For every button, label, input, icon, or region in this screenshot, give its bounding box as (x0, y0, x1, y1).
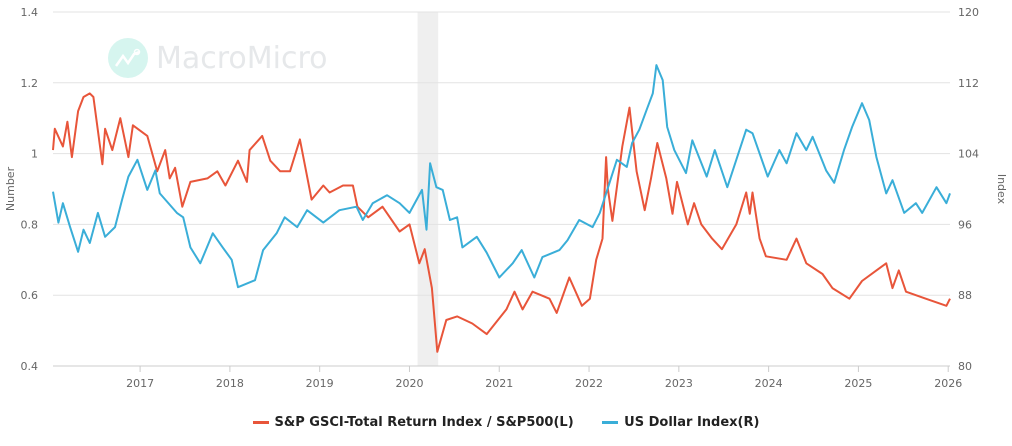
y-right-tick-label: 96 (958, 218, 972, 231)
legend-swatch-blue (602, 421, 619, 424)
x-tick-label: 2026 (934, 377, 962, 390)
y-left-tick-label: 0.8 (21, 218, 39, 231)
logo-chart-icon (108, 38, 148, 78)
y-left-tick-label: 1.4 (21, 6, 39, 19)
y-left-tick-label: 0.6 (21, 289, 39, 302)
x-tick-label: 2021 (485, 377, 513, 390)
legend-swatch-red (252, 421, 269, 424)
y-right-tick-label: 112 (958, 77, 979, 90)
x-tick-label: 2025 (844, 377, 872, 390)
y-right-tick-label: 80 (958, 360, 972, 373)
y-left-axis-title: Number (4, 166, 17, 211)
y-left-tick-label: 1 (31, 148, 38, 161)
macromicro-logo: MacroMicro (108, 38, 328, 78)
legend-item-gsci-sp500[interactable]: S&P GSCI-Total Return Index / S&P500(L) (252, 415, 574, 430)
legend-item-usd-index[interactable]: US Dollar Index(R) (602, 415, 759, 430)
legend-label: S&P GSCI-Total Return Index / S&P500(L) (274, 415, 574, 430)
series-line-usd-index (52, 64, 951, 289)
x-tick-label: 2017 (126, 377, 154, 390)
x-tick-label: 2024 (755, 377, 783, 390)
watermark-text: MacroMicro (156, 40, 328, 76)
y-right-tick-label: 104 (958, 148, 979, 161)
x-tick-label: 2022 (575, 377, 603, 390)
y-right-axis-title: Index (995, 174, 1008, 205)
y-left-tick-label: 0.4 (21, 360, 39, 373)
series-line-gsci-sp500 (52, 92, 951, 353)
x-tick-label: 2019 (306, 377, 334, 390)
x-tick-label: 2023 (665, 377, 693, 390)
x-tick-label: 2018 (216, 377, 244, 390)
y-right-tick-label: 120 (958, 6, 979, 19)
x-tick-label: 2020 (395, 377, 423, 390)
legend-label: US Dollar Index(R) (624, 415, 760, 430)
legend: S&P GSCI-Total Return Index / S&P500(L) … (0, 413, 1012, 430)
y-left-tick-label: 1.2 (21, 77, 39, 90)
y-right-tick-label: 88 (958, 289, 972, 302)
